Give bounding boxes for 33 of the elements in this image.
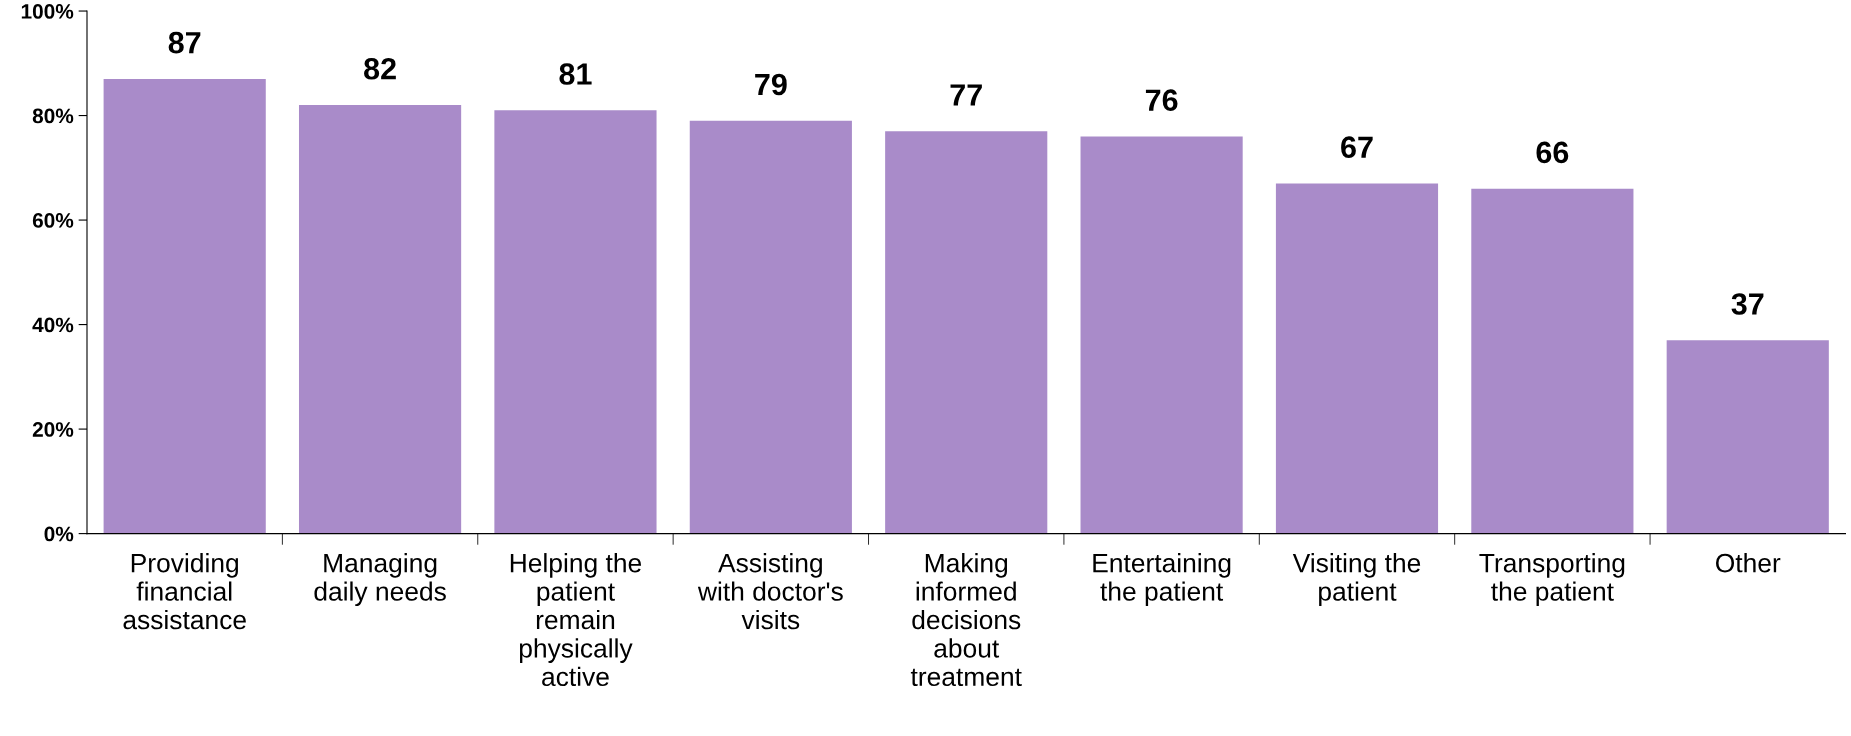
data-label: 81 <box>559 63 592 85</box>
data-label: 77 <box>950 84 982 106</box>
x-tick-label: Other <box>1716 553 1781 573</box>
y-tick-label: 100% <box>21 4 74 19</box>
data-label: 67 <box>1341 136 1373 158</box>
y-tick-label: 60% <box>32 213 74 228</box>
bar <box>1275 183 1439 534</box>
y-tick-label: 80% <box>32 108 74 124</box>
x-tick-label: Entertaining the patient <box>1093 553 1231 607</box>
data-label: 87 <box>168 31 201 54</box>
x-tick-label: Helping the patient remain physically active <box>510 553 642 687</box>
bar <box>494 110 657 534</box>
data-label: 37 <box>1731 293 1764 315</box>
x-tick-label: Transporting the patient <box>1479 553 1625 607</box>
data-label: 66 <box>1536 141 1569 164</box>
y-tick-label: 20% <box>32 422 74 437</box>
x-tick-label: Managing daily needs <box>314 553 446 607</box>
bar <box>1666 340 1829 534</box>
bar <box>1080 136 1243 534</box>
data-label: 76 <box>1145 89 1178 111</box>
x-tick-label: Providing financial assistance <box>123 553 246 630</box>
bar <box>689 120 852 534</box>
data-label: 79 <box>755 73 787 96</box>
x-tick-label: Assisting with doctor's visits <box>697 553 843 630</box>
bar <box>298 105 462 534</box>
y-tick-label: 40% <box>32 317 74 333</box>
y-tick-label: 0% <box>44 526 74 542</box>
bar <box>1471 188 1634 534</box>
data-label: 82 <box>364 57 396 80</box>
x-tick-label: Visiting the patient <box>1292 553 1421 607</box>
x-tick-label: Making informed decisions about treatment <box>910 553 1022 687</box>
bar <box>885 131 1048 534</box>
bar <box>103 78 266 534</box>
